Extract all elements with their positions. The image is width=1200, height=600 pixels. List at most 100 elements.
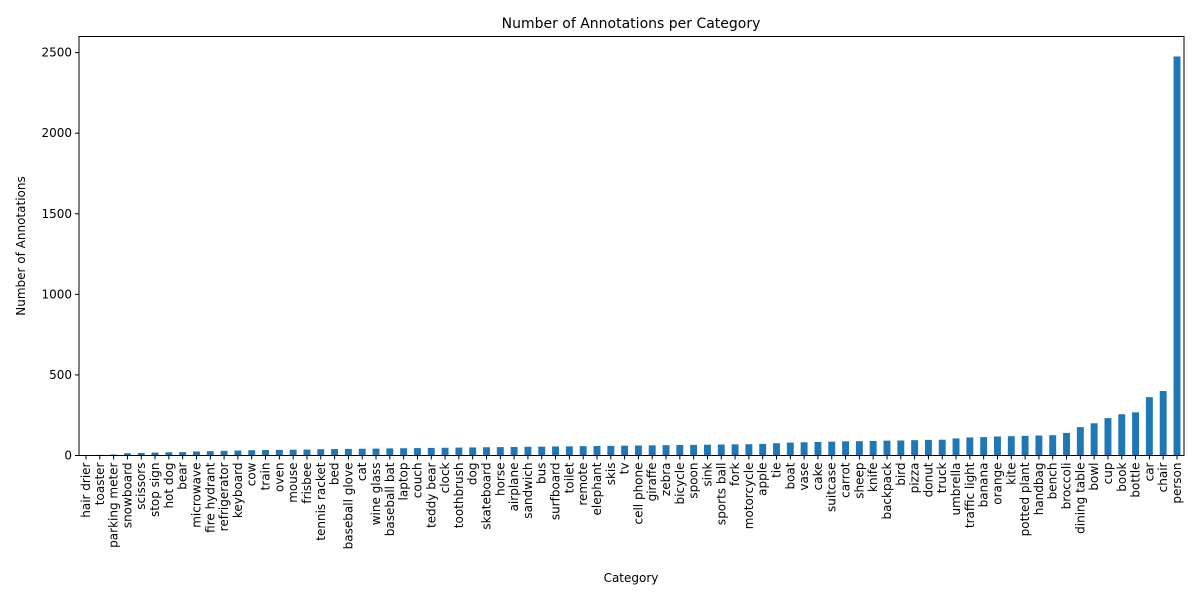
bar-tie [773, 443, 780, 456]
x-tick-label: stop sign [148, 463, 162, 518]
bar-dining-table [1076, 427, 1084, 456]
x-tick-label: sheep [852, 463, 866, 499]
y-tick-label: 0 [64, 449, 72, 463]
x-tick-label: dining table [1073, 463, 1087, 534]
x-tick-label: vase [797, 463, 811, 491]
bar-truck [938, 439, 946, 456]
y-tick-label: 500 [49, 368, 72, 382]
bar-stop-sign [151, 452, 159, 456]
x-tick-label: baseball bat [383, 462, 397, 536]
x-tick-label: bed [328, 463, 342, 486]
x-tick-label: tennis racket [314, 462, 328, 540]
x-tick-label: tie [770, 463, 784, 478]
bar-couch [413, 448, 421, 456]
x-tick-label: bottle [1129, 463, 1143, 498]
y-tick-label: 2000 [41, 126, 72, 140]
bar-baseball-glove [344, 448, 352, 456]
bar-handbag [1035, 435, 1043, 456]
x-tick-label: cake [811, 463, 825, 491]
x-tick-label: handbag [1032, 463, 1046, 516]
bar-zebra [662, 445, 670, 456]
bar-car [1145, 397, 1153, 456]
x-tick-label: baseball glove [341, 463, 355, 550]
chart-title: Number of Annotations per Category [502, 16, 761, 32]
x-tick-label: hot dog [162, 463, 176, 509]
bar-carrot [842, 441, 850, 456]
x-tick-label: motorcycle [742, 463, 756, 530]
x-tick-label: boat [783, 462, 797, 489]
x-tick-label: suitcase [825, 463, 839, 512]
x-tick-label: fire hydrant [203, 462, 217, 533]
bar-bed [331, 449, 339, 456]
x-tick-label: cat [355, 462, 369, 481]
bar-bus [538, 446, 546, 456]
x-tick-label: refrigerator [217, 462, 231, 531]
x-tick-label: knife [866, 463, 880, 493]
x-tick-label: chair [1156, 462, 1170, 492]
bar-airplane [510, 446, 518, 456]
bar-laptop [400, 448, 408, 456]
bar-chair [1159, 391, 1167, 456]
bar-person [1173, 56, 1181, 456]
x-tick-label: parking meter [107, 462, 121, 547]
bar-motorcycle [745, 444, 753, 456]
x-tick-label: laptop [397, 463, 411, 501]
bar-sheep [855, 441, 863, 456]
bar-apple [759, 443, 767, 456]
x-tick-label: oven [272, 463, 286, 492]
x-tick-label: airplane [507, 463, 521, 512]
y-tick-label: 1000 [41, 287, 72, 301]
bar-elephant [593, 445, 601, 456]
x-tick-label: sink [700, 462, 714, 486]
x-tick-label: umbrella [949, 463, 963, 516]
x-tick-label: teddy bear [424, 462, 438, 528]
x-tick-label: fork [728, 462, 742, 486]
bar-skateboard [483, 447, 490, 456]
bar-scissors [137, 452, 145, 456]
bar-banana [980, 437, 988, 456]
bar-refrigerator [220, 450, 228, 456]
bar-skis [607, 445, 615, 456]
x-tick-label: horse [493, 463, 507, 497]
x-tick-label: broccoli [1060, 463, 1074, 510]
x-tick-label: remote [576, 463, 590, 506]
x-tick-label: bear [176, 462, 190, 489]
bar-cake [814, 441, 822, 456]
bar-train [262, 450, 269, 456]
bar-bench [1049, 435, 1057, 456]
plot-frame [78, 36, 1185, 456]
bar-microwave [193, 451, 200, 456]
x-tick-label: scissors [134, 463, 148, 510]
bar-oven [275, 449, 283, 456]
x-tick-label: apple [756, 463, 770, 496]
bar-tv [621, 445, 629, 456]
x-tick-label: skis [604, 463, 618, 486]
bar-suitcase [828, 441, 836, 456]
bar-hot-dog [165, 452, 173, 456]
x-tick-label: clock [438, 462, 452, 493]
x-tick-label: pizza [908, 463, 922, 494]
x-tick-label: sandwich [521, 463, 535, 519]
y-axis-title: Number of Annotations [14, 176, 28, 315]
bar-bicycle [676, 445, 684, 456]
bar-baseball-bat [386, 448, 394, 456]
bar-cat [358, 448, 366, 456]
x-tick-label: sports ball [714, 463, 728, 526]
bar-potted-plant [1021, 435, 1029, 456]
x-tick-label: traffic light [963, 462, 977, 528]
bar-sandwich [524, 446, 532, 456]
bar-book [1118, 414, 1126, 456]
bar-fire-hydrant [206, 451, 214, 456]
bar-bird [897, 440, 905, 456]
bar-dog [469, 447, 477, 456]
x-tick-label: couch [410, 463, 424, 499]
x-tick-label: dog [466, 463, 480, 486]
x-tick-label: cow [245, 462, 259, 486]
bar-cell-phone [634, 445, 642, 456]
x-axis-title: Category [604, 571, 659, 585]
x-tick-label: person [1170, 463, 1184, 504]
x-tick-label: backpack [880, 462, 894, 519]
bar-keyboard [234, 450, 242, 456]
x-tick-label: surfboard [549, 463, 563, 521]
bar-donut [924, 439, 932, 456]
